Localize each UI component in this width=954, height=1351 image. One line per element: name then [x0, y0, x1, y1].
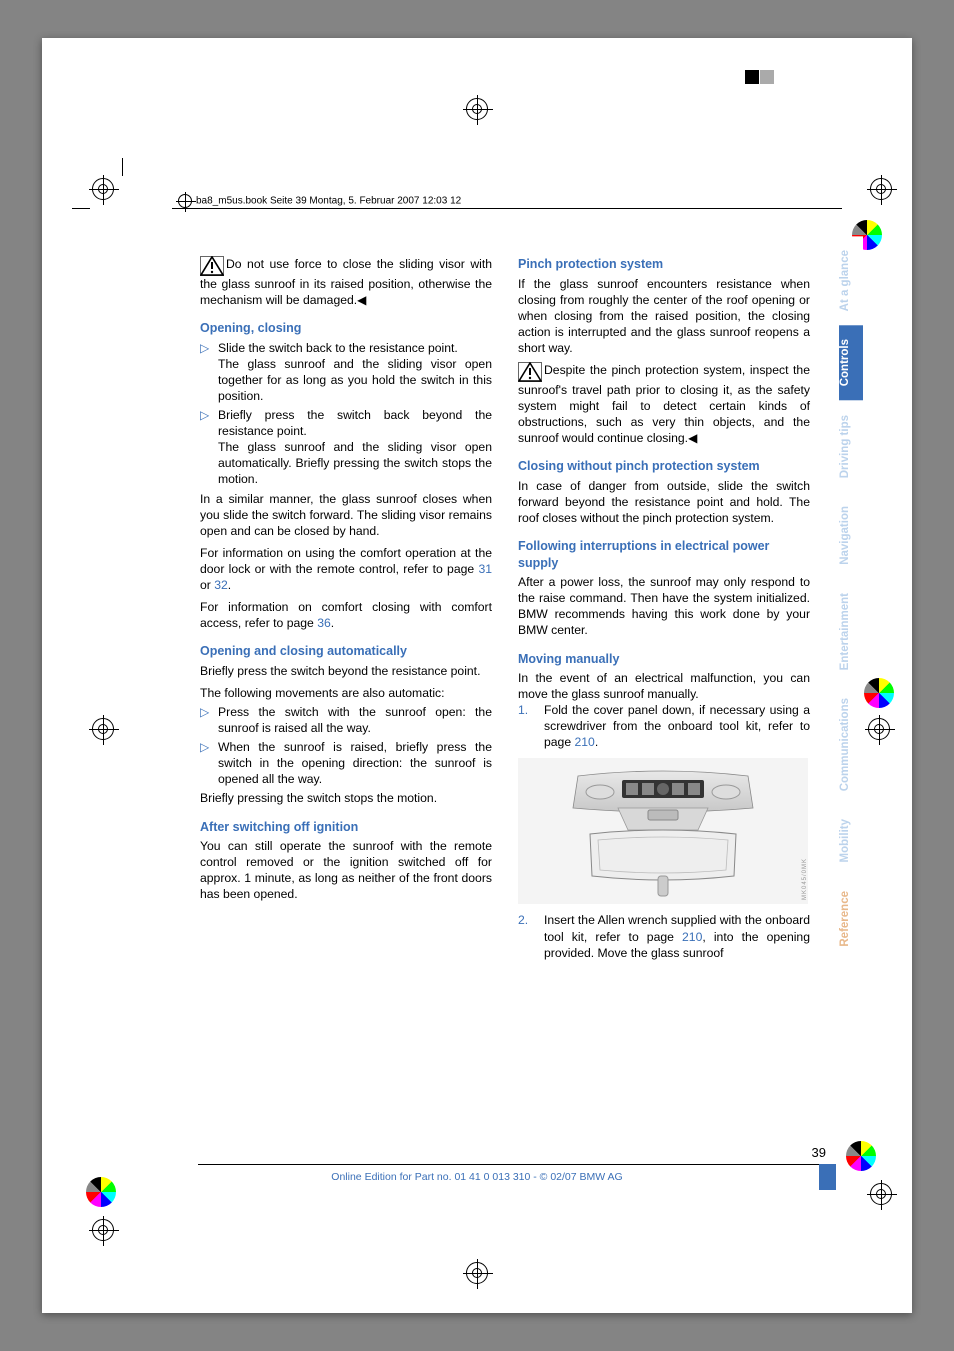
- page-link[interactable]: 210: [682, 930, 702, 944]
- crop-mark-mid-right: [868, 718, 890, 745]
- heading-opening-closing: Opening, closing: [200, 320, 492, 337]
- left-column: Do not use force to close the sliding vi…: [200, 256, 492, 965]
- header-filename: ba8_m5us.book Seite 39 Montag, 5. Februa…: [178, 194, 461, 208]
- list-item: When the sunroof is raised, briefly pres…: [200, 739, 492, 787]
- crop-mark-tl: [92, 178, 152, 238]
- crop-mark-bottom-center: [466, 1262, 488, 1289]
- footer-text: Online Edition for Part no. 01 41 0 013 …: [42, 1171, 912, 1183]
- body-text: In the event of an electrical malfunctio…: [518, 670, 810, 702]
- page-number: 39: [812, 1145, 826, 1160]
- body-text: In case of danger from outside, slide th…: [518, 478, 810, 526]
- body-text: Briefly pressing the switch stops the mo…: [200, 790, 492, 806]
- warning-paragraph: Despite the pinch protection system, ins…: [518, 362, 810, 446]
- tab-controls[interactable]: Controls: [839, 325, 863, 400]
- numbered-list: 1.Fold the cover panel down, if necessar…: [518, 702, 810, 750]
- main-content: Do not use force to close the sliding vi…: [200, 256, 810, 965]
- tab-reference[interactable]: Reference: [839, 877, 863, 961]
- warning-paragraph: Do not use force to close the sliding vi…: [200, 256, 492, 308]
- crop-mark-mid-left: [92, 718, 114, 745]
- heading-pinch: Pinch protection system: [518, 256, 810, 273]
- header-rule: [172, 208, 842, 209]
- heading-power: Following interruptions in electrical po…: [518, 538, 810, 571]
- figure-label: MK045/0MK: [802, 858, 810, 900]
- list-item: 2.Insert the Allen wrench supplied with …: [518, 912, 810, 960]
- warning-icon: [518, 362, 542, 382]
- warning-icon: [200, 256, 224, 276]
- tab-driving-tips[interactable]: Driving tips: [839, 401, 863, 492]
- right-column: Pinch protection system If the glass sun…: [518, 256, 810, 965]
- list-item: Press the switch with the sunroof open: …: [200, 704, 492, 736]
- list-item: Briefly press the switch back beyond the…: [200, 407, 492, 487]
- crop-mark-bl: [92, 1183, 152, 1243]
- body-text: For information on using the comfort ope…: [200, 545, 492, 593]
- bullet-list: Press the switch with the sunroof open: …: [200, 704, 492, 787]
- list-item: Slide the switch back to the resistance …: [200, 340, 492, 404]
- tab-at-a-glance[interactable]: At a glance: [839, 236, 863, 325]
- heading-manual: Moving manually: [518, 651, 810, 668]
- crop-mark-top-center: [466, 98, 488, 125]
- numbered-list: 2.Insert the Allen wrench supplied with …: [518, 912, 810, 960]
- page-link[interactable]: 210: [575, 735, 595, 749]
- body-text: In a similar manner, the glass sunroof c…: [200, 491, 492, 539]
- body-text: The following movements are also automat…: [200, 685, 492, 701]
- page-link[interactable]: 36: [317, 616, 331, 630]
- body-text: For information on comfort closing with …: [200, 599, 492, 631]
- body-text: If the glass sunroof encounters resistan…: [518, 276, 810, 356]
- body-text: After a power loss, the sunroof may only…: [518, 574, 810, 638]
- heading-no-pinch: Closing without pinch protection system: [518, 458, 810, 475]
- tab-navigation[interactable]: Navigation: [839, 492, 863, 579]
- page-link[interactable]: 32: [214, 578, 228, 592]
- tab-entertainment[interactable]: Entertainment: [839, 579, 863, 684]
- footer-rule: [198, 1164, 836, 1165]
- bullet-list: Slide the switch back to the resistance …: [200, 340, 492, 488]
- heading-ignition: After switching off ignition: [200, 819, 492, 836]
- side-nav-tabs: At a glance Controls Driving tips Naviga…: [839, 236, 863, 960]
- page-link[interactable]: 31: [478, 562, 492, 576]
- sunroof-figure: MK045/0MK: [518, 758, 808, 904]
- tab-communications[interactable]: Communications: [839, 684, 863, 805]
- body-text: Briefly press the switch beyond the resi…: [200, 663, 492, 679]
- registration-strip: [654, 70, 774, 86]
- page: ba8_m5us.book Seite 39 Montag, 5. Februa…: [42, 38, 912, 1313]
- tab-mobility[interactable]: Mobility: [839, 805, 863, 876]
- heading-auto: Opening and closing automatically: [200, 643, 492, 660]
- body-text: You can still operate the sunroof with t…: [200, 838, 492, 902]
- list-item: 1.Fold the cover panel down, if necessar…: [518, 702, 810, 750]
- crop-mark-br: [832, 1183, 892, 1243]
